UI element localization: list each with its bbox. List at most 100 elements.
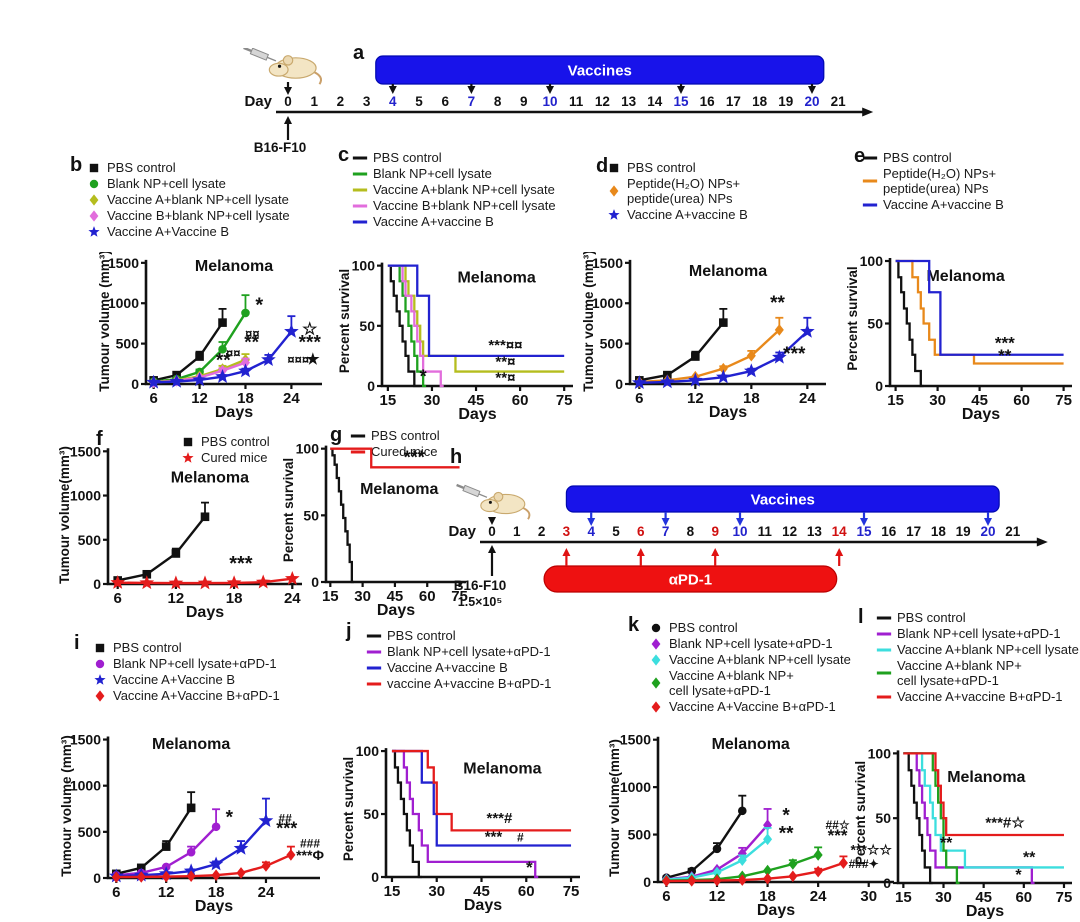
svg-text:20: 20 — [980, 524, 995, 539]
svg-text:*: * — [526, 858, 533, 877]
svg-text:6: 6 — [112, 884, 120, 901]
legend-item-label: PBS control — [201, 434, 270, 449]
panel-label-g: g — [330, 424, 343, 446]
svg-text:0: 0 — [284, 94, 292, 109]
svg-text:9: 9 — [711, 524, 719, 539]
svg-text:***: *** — [783, 344, 806, 365]
panel-label-c: c — [338, 144, 350, 166]
line-marker-icon — [366, 650, 382, 653]
panel-label-h: h — [450, 446, 463, 468]
line-marker-icon — [366, 666, 382, 669]
line-marker-icon — [862, 179, 878, 183]
line-marker-icon — [352, 172, 368, 175]
svg-text:**: ** — [244, 332, 259, 353]
legend-item-label: Vaccine A+Vaccine B — [107, 224, 230, 239]
svg-text:18: 18 — [931, 524, 947, 539]
legend-item-label: Peptide(H₂O) NPs+ peptide(urea) NPs — [627, 176, 741, 206]
svg-text:#: # — [517, 831, 524, 845]
legend-item: PBS control — [86, 160, 290, 175]
svg-text:**: ** — [770, 293, 785, 314]
line-marker-icon — [350, 450, 366, 453]
legend-item: Blank NP+cell lysate+αPD-1 — [876, 626, 1079, 641]
svg-text:Melanoma: Melanoma — [463, 761, 541, 778]
svg-text:##: ## — [278, 812, 292, 826]
legend-item: Vaccine B+blank NP+cell lysate — [352, 198, 556, 213]
svg-text:1500: 1500 — [592, 255, 623, 271]
legend-item-label: Blank NP+cell lysate — [373, 166, 492, 181]
legend-item: Vaccine A+Vaccine B+αPD-1 — [92, 688, 280, 703]
svg-text:Days: Days — [464, 897, 502, 913]
legend-item-label: PBS control — [107, 160, 176, 175]
chart-d-tumour-volume: 0 500 1000 1500 6 12 18 24 Days Tumour volume (mm… — [581, 250, 834, 425]
diamond-marker-icon — [651, 637, 661, 650]
legend-item-label: Vaccine A+vaccine B — [883, 197, 1004, 212]
legend-item: Peptide(H₂O) NPs+ peptide(urea) NPs — [606, 176, 748, 206]
svg-text:1500: 1500 — [70, 732, 101, 748]
syringe-icon — [456, 483, 488, 498]
svg-text:0: 0 — [93, 576, 101, 592]
legend-item-label: Vaccine A+vaccine B — [373, 214, 494, 229]
dose-arrow — [860, 518, 868, 526]
svg-text:*: * — [782, 805, 790, 826]
svg-text:4: 4 — [389, 94, 397, 109]
legend-item: Vaccine A+blank NP+ cell lysate+αPD-1 — [648, 668, 851, 698]
legend-item: Blank NP+cell lysate+αPD-1 — [92, 656, 280, 671]
legend-item-label: Blank NP+cell lysate+αPD-1 — [387, 644, 551, 659]
svg-text:¤¤: ¤¤ — [226, 345, 240, 360]
legend-item: Blank NP+cell lysate — [352, 166, 556, 181]
svg-text:**: ** — [1023, 849, 1036, 866]
circle-marker-icon — [95, 659, 105, 668]
panel-label-a: a — [353, 42, 365, 64]
chart-j-percent-survival: 0 50 100 15 30 45 60 75 Days Percent survival Mela… — [341, 735, 588, 918]
svg-text:8: 8 — [494, 94, 502, 109]
svg-text:24: 24 — [258, 884, 275, 901]
svg-text:45: 45 — [387, 588, 404, 605]
legend-item: Vaccine A+vaccine B — [366, 660, 551, 675]
svg-text:Tumour volume(mm³): Tumour volume(mm³) — [608, 739, 622, 877]
circle-marker-icon — [651, 623, 661, 632]
legend-item: Vaccine A+vaccine B+αPD-1 — [876, 689, 1079, 704]
svg-text:1000: 1000 — [70, 488, 101, 504]
svg-text:1000: 1000 — [620, 779, 651, 795]
diamond-marker-icon — [95, 689, 105, 702]
square-marker-icon — [183, 437, 193, 446]
legend-item-label: Vaccine B+blank NP+cell lysate — [107, 208, 290, 223]
line-marker-icon — [876, 632, 892, 635]
legend-item-label: Vaccine A+Vaccine B+αPD-1 — [113, 688, 280, 703]
svg-text:24: 24 — [283, 390, 300, 407]
svg-text:**¤: **¤ — [495, 354, 515, 371]
svg-text:1500: 1500 — [620, 732, 651, 748]
panel-label-l: l — [858, 606, 864, 628]
svg-text:6: 6 — [637, 524, 645, 539]
dose-arrow — [636, 548, 645, 556]
legend-item-label: PBS control — [627, 160, 696, 175]
legend-item: PBS control — [352, 150, 556, 165]
svg-text:18: 18 — [226, 590, 243, 607]
svg-text:***Φ: ***Φ — [296, 847, 324, 863]
svg-text:3: 3 — [363, 94, 371, 109]
svg-text:45: 45 — [975, 889, 992, 906]
square-marker-icon — [95, 643, 105, 652]
chart-k-tumour-volume: 0 500 1000 1500 6 12 18 24 30 Days Tumour volume(m… — [607, 728, 902, 922]
dose-arrow — [736, 518, 744, 526]
svg-text:12: 12 — [168, 590, 185, 607]
svg-text:500: 500 — [78, 532, 102, 548]
legend-item-label: Vaccine A+vaccine B+αPD-1 — [897, 689, 1063, 704]
svg-text:*: * — [420, 366, 427, 386]
svg-text:60: 60 — [419, 588, 436, 605]
svg-text:15: 15 — [895, 889, 912, 906]
svg-text:24: 24 — [810, 888, 827, 905]
legend-item: Vaccine A+blank NP+cell lysate — [86, 192, 290, 207]
dose-arrow — [562, 548, 571, 556]
legend-item-label: Blank NP+cell lysate+αPD-1 — [669, 636, 833, 651]
svg-text:*: * — [255, 294, 263, 316]
svg-text:30: 30 — [935, 889, 952, 906]
legend-item: Vaccine A+Vaccine B+αPD-1 — [648, 699, 851, 714]
legend-i: PBS control Blank NP+cell lysate+αPD-1 Vac… — [92, 640, 280, 703]
chart-svg: 0 50 100 15 30 45 60 75 Days Percent survival Mela… — [853, 745, 1072, 920]
svg-text:15: 15 — [887, 392, 904, 409]
svg-text:***: *** — [485, 829, 503, 846]
dose-arrow — [808, 86, 816, 94]
svg-text:Days: Days — [195, 898, 233, 914]
svg-text:30: 30 — [929, 392, 946, 409]
